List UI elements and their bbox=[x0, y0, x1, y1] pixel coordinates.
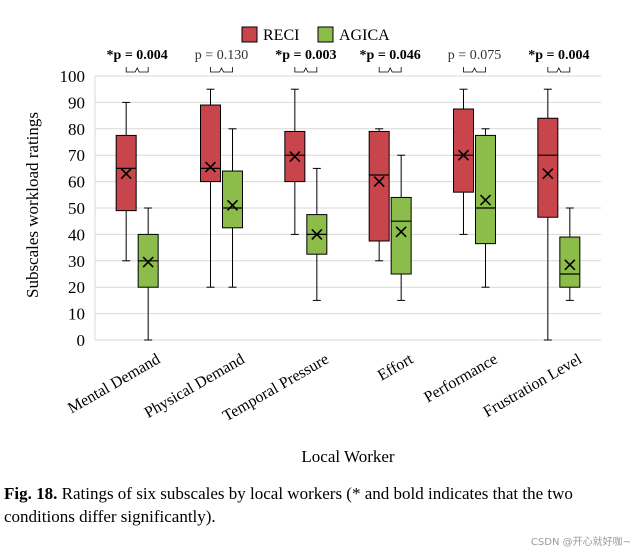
mean-marker-stroke bbox=[564, 259, 576, 271]
y-axis-label: Subscales workload ratings bbox=[23, 112, 42, 298]
mean-marker bbox=[457, 149, 470, 161]
mean-marker-stroke bbox=[204, 161, 217, 173]
y-tick-label: 10 bbox=[68, 305, 85, 324]
mean-marker-stroke bbox=[311, 228, 323, 240]
significance-label: p = 0.130 bbox=[195, 48, 248, 63]
significance-bracket bbox=[125, 67, 149, 73]
x-tick-label: Effort bbox=[375, 350, 417, 384]
mean-marker-stroke bbox=[226, 199, 239, 211]
mean-marker bbox=[311, 228, 323, 240]
caption-text: Ratings of six subscales by local worker… bbox=[4, 484, 573, 526]
mean-marker bbox=[542, 168, 554, 180]
significance-bracket bbox=[294, 67, 318, 73]
mean-marker-stroke bbox=[395, 226, 407, 238]
box-reci bbox=[453, 108, 474, 193]
legend-swatch-reci bbox=[241, 26, 258, 43]
significance-bracket bbox=[463, 67, 486, 73]
significance-bracket bbox=[378, 67, 402, 73]
mean-marker bbox=[479, 194, 492, 206]
caption-label: Fig. 18. bbox=[4, 484, 58, 503]
mean-marker bbox=[226, 199, 239, 211]
figure-caption: Fig. 18. Ratings of six subscales by loc… bbox=[4, 482, 634, 528]
significance-label: *p = 0.003 bbox=[275, 48, 336, 63]
box-reci bbox=[368, 130, 390, 242]
significance-label: *p = 0.004 bbox=[528, 48, 589, 63]
legend-label-reci: RECI bbox=[263, 27, 299, 44]
x-axis-label: Local Worker bbox=[301, 447, 395, 466]
x-tick-label: Performance bbox=[421, 351, 500, 407]
significance-label: *p = 0.046 bbox=[360, 48, 421, 63]
gridlines bbox=[95, 75, 601, 341]
y-tick-label: 20 bbox=[68, 278, 85, 297]
mean-marker-stroke bbox=[120, 168, 132, 180]
significance-annotations: *p = 0.004 p = 0.130 *p = 0.003 *p = 0.046 p… bbox=[107, 48, 589, 73]
box-reci bbox=[537, 117, 559, 218]
box-agica bbox=[222, 170, 243, 229]
mean-marker-stroke bbox=[373, 176, 385, 188]
box-agica bbox=[390, 196, 412, 275]
mean-marker bbox=[373, 176, 385, 188]
y-tick-label: 30 bbox=[68, 252, 85, 271]
box-agica bbox=[475, 134, 496, 245]
y-tick-label: 80 bbox=[68, 120, 85, 139]
y-tick-label: 100 bbox=[60, 67, 86, 86]
mean-marker bbox=[289, 150, 301, 163]
significance-bracket bbox=[547, 67, 571, 73]
y-tick-label: 50 bbox=[68, 199, 85, 218]
y-tick-label: 70 bbox=[68, 146, 85, 165]
watermark: CSDN @开心就好咖~ bbox=[530, 537, 631, 548]
y-tick-label: 0 bbox=[77, 331, 86, 350]
mean-marker-stroke bbox=[289, 150, 301, 163]
box-agica bbox=[559, 236, 581, 288]
mean-marker bbox=[142, 256, 154, 268]
mean-marker-stroke bbox=[542, 168, 554, 180]
legend-label-agica: AGICA bbox=[339, 27, 390, 44]
significance-bracket bbox=[210, 67, 233, 73]
legend: RECI AGICA bbox=[241, 26, 390, 44]
mean-marker-stroke bbox=[457, 149, 470, 161]
mean-marker bbox=[204, 161, 217, 173]
mean-marker-stroke bbox=[479, 194, 492, 206]
mean-marker bbox=[120, 168, 132, 180]
significance-label: p = 0.075 bbox=[448, 48, 501, 63]
boxes bbox=[115, 88, 581, 341]
significance-label: *p = 0.004 bbox=[107, 48, 168, 63]
y-tick-label: 40 bbox=[68, 225, 85, 244]
mean-marker bbox=[395, 226, 407, 238]
y-tick-label: 60 bbox=[68, 173, 85, 192]
mean-marker-stroke bbox=[142, 256, 154, 268]
legend-swatch-agica bbox=[317, 26, 334, 43]
y-tick-label: 90 bbox=[68, 93, 85, 112]
mean-marker bbox=[564, 259, 576, 271]
box-reci bbox=[200, 104, 221, 183]
